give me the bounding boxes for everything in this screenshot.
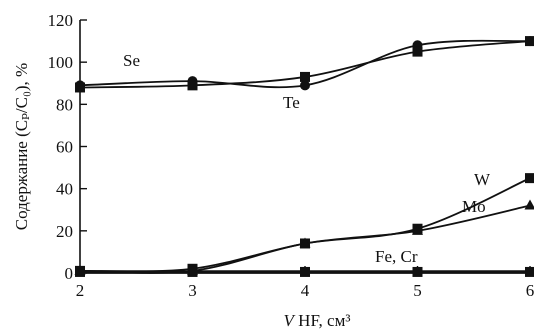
x-tick-label: 3 [188, 281, 197, 300]
y-tick-label: 0 [65, 264, 74, 283]
marker-mo [412, 224, 423, 235]
y-tick-label: 20 [56, 222, 73, 241]
x-tick-label: 4 [301, 281, 310, 300]
marker-w [525, 173, 534, 184]
marker-fe-cr [75, 266, 85, 277]
marker-fe-cr [412, 266, 423, 277]
series-line-w [79, 177, 531, 273]
series-label-mo: Mo [462, 197, 486, 216]
x-tick-label: 5 [413, 281, 422, 300]
series-label-te: Te [283, 93, 300, 112]
y-tick-label: 80 [56, 95, 73, 114]
marker-te [300, 71, 310, 82]
marker-fe-cr [187, 266, 198, 277]
y-axis-label: Содержание (Cₚ/C₀), % [12, 63, 31, 230]
x-tick-label: 2 [76, 281, 85, 300]
marker-fe-cr [300, 266, 310, 277]
marker-mo [524, 199, 534, 210]
series-label-se: Se [123, 51, 140, 70]
axes [79, 20, 530, 274]
y-tick-label: 120 [48, 11, 74, 30]
tick-marks [79, 19, 531, 274]
marker-te [525, 36, 534, 47]
tick-labels: 0 20 40 60 80 100 120 2 3 4 5 6 [48, 11, 534, 300]
y-tick-label: 100 [48, 53, 74, 72]
y-tick-label: 60 [56, 138, 73, 157]
y-tick-label: 40 [56, 180, 73, 199]
series-markers [74, 36, 534, 277]
x-tick-label: 6 [526, 281, 534, 300]
marker-se [300, 80, 310, 91]
marker-te [75, 82, 85, 93]
series-label-w: W [474, 170, 491, 189]
marker-te [187, 80, 198, 91]
annotations: Se Te W Mo Fe, Cr [123, 51, 491, 266]
marker-mo [299, 237, 311, 248]
marker-te [412, 46, 423, 57]
series-label-fe-cr: Fe, Cr [375, 247, 418, 266]
marker-fe-cr [525, 266, 534, 277]
x-axis-label: V HF, см³ [284, 311, 351, 329]
